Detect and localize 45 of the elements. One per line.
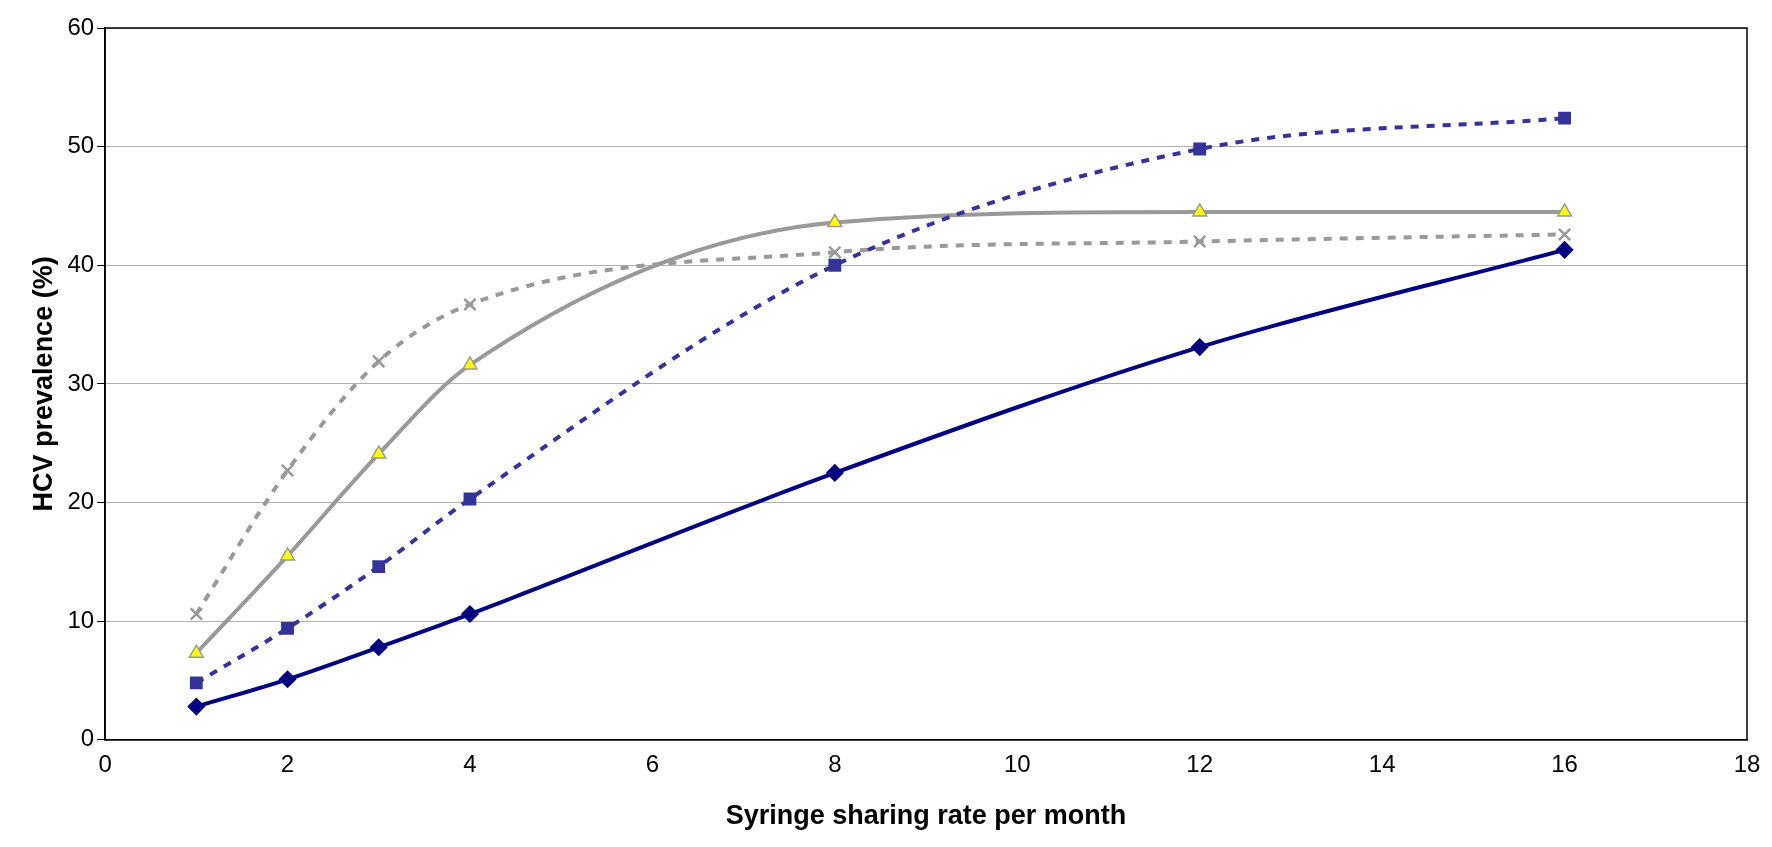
point	[1193, 142, 1207, 156]
point	[1557, 227, 1572, 242]
point	[187, 697, 206, 716]
y-tick-label: 0	[80, 724, 95, 752]
x-tick-label: 18	[1733, 749, 1761, 777]
point	[1192, 234, 1207, 249]
point	[371, 445, 387, 459]
y-tick-label: 30	[67, 368, 95, 396]
point	[827, 213, 843, 228]
point	[462, 356, 478, 370]
point	[281, 621, 294, 635]
point	[1558, 111, 1571, 125]
x-tick-label: 12	[1186, 749, 1214, 777]
x-tick-label: 6	[645, 749, 660, 777]
x-tick-label: 10	[1003, 749, 1031, 777]
point	[826, 464, 844, 482]
x-tick-label: 14	[1368, 749, 1396, 777]
x-tick-label: 16	[1551, 749, 1578, 777]
point	[370, 638, 388, 657]
point	[1556, 203, 1573, 217]
point	[189, 607, 204, 621]
x-tick-label: 4	[463, 749, 477, 777]
point	[463, 297, 477, 312]
point	[1555, 241, 1574, 259]
point	[828, 258, 842, 272]
x-tick-label: 0	[98, 749, 112, 777]
y-tick-label: 50	[67, 131, 95, 159]
point	[827, 245, 842, 260]
y-tick-label: 10	[67, 605, 95, 633]
point	[280, 463, 295, 478]
point	[461, 605, 479, 623]
point	[278, 670, 297, 689]
x-tick-label: 8	[828, 749, 842, 777]
point	[1190, 338, 1209, 356]
y-tick-label: 60	[67, 12, 95, 40]
x-tick-label: 2	[280, 749, 295, 777]
point	[189, 676, 203, 690]
x-axis-title: Syringe sharing rate per month	[725, 800, 1127, 831]
point	[372, 560, 386, 573]
point	[1192, 203, 1208, 217]
y-tick-label: 20	[67, 487, 95, 515]
y-axis-title: HCV prevalence (%)	[27, 256, 58, 512]
y-tick-label: 40	[67, 249, 95, 277]
point	[371, 354, 386, 369]
point	[279, 547, 296, 561]
